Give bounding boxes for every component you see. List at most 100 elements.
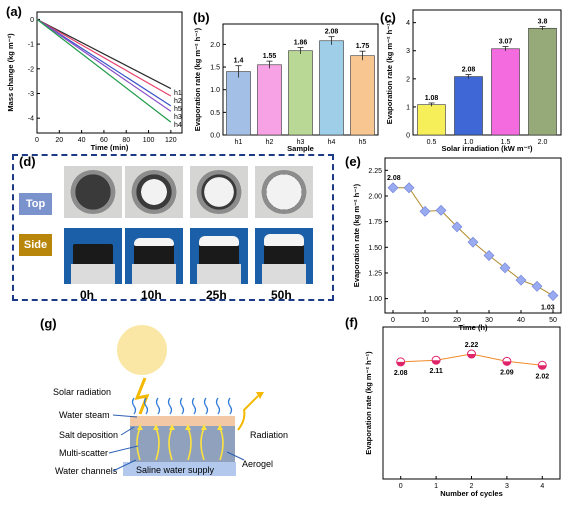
scatter-arrow: [200, 427, 205, 461]
a-axes-frame: [36, 11, 183, 134]
label-steam: Water steam: [59, 410, 110, 420]
label-solar: Solar radiation: [53, 387, 111, 397]
a-xtick-label: 60: [100, 137, 108, 144]
radiation-arrow-icon: [237, 395, 259, 431]
a-series-h1: [36, 18, 172, 90]
b-ytick-label: 1.5: [210, 65, 220, 72]
f-value-label: 2.09: [500, 369, 514, 376]
f-xtick-label: 1: [434, 483, 438, 490]
time-label-10h: 10h: [141, 288, 162, 302]
beaker-rim: [261, 170, 307, 214]
c-bar-0.5: [417, 104, 446, 136]
f-xtick-label: 2: [470, 483, 474, 490]
b-xtick-label: h4: [328, 139, 336, 146]
f-value-label: 2.08: [394, 370, 408, 377]
scatter-arrow: [168, 427, 173, 461]
a-series-h5: [36, 18, 172, 107]
e-point: [483, 250, 495, 261]
e-xtick-label: 0: [391, 317, 395, 324]
f-ylabel: Evaporation rate (kg m⁻² h⁻¹): [364, 351, 373, 455]
scatter-arrow: [136, 427, 141, 461]
steam-wisp-icon: [167, 397, 173, 415]
e-ytick-label: 2.25: [368, 168, 382, 175]
salt-crust: [264, 234, 304, 246]
b-ytick-label: 0.5: [210, 110, 220, 117]
scatter-arrow: [219, 427, 224, 461]
a-series-h2: [36, 18, 172, 97]
beaker: [262, 264, 306, 284]
e-ytick-label: 1.75: [368, 219, 382, 226]
label-aerogel: Aerogel: [242, 459, 273, 469]
b-value-label: 1.4: [234, 58, 244, 65]
c-value-label: 3.07: [499, 39, 513, 46]
f-point-fill: [432, 360, 441, 365]
a-xtick-label: 120: [165, 137, 177, 144]
a-series-h3: [36, 18, 172, 112]
b-value-label: 1.86: [294, 40, 308, 47]
e-xtick-label: 40: [517, 317, 525, 324]
scatter-arrows: [136, 424, 224, 461]
steam-wisp-icon: [179, 397, 185, 415]
b-value-label: 1.75: [356, 43, 370, 50]
a-xtick-label: 100: [143, 137, 155, 144]
c-value-label: 2.08: [462, 67, 476, 74]
beaker: [71, 264, 115, 284]
a-xlabel: Time (min): [91, 143, 129, 152]
f-value-label: 2.22: [465, 342, 479, 349]
b-ytick-label: 1.0: [210, 87, 220, 94]
beaker-rim: [70, 170, 116, 214]
b-bar-h4: [319, 40, 344, 136]
b-bar-h3: [288, 50, 313, 136]
steam-wisp-icon: [155, 397, 161, 415]
a-ytick-label: 0: [30, 17, 34, 24]
e-ylabel: Evaporation rate (kg m⁻² h⁻¹): [352, 183, 361, 287]
e-ytick-label: 1.00: [368, 296, 382, 303]
label-supply: Saline water supply: [136, 465, 215, 475]
b-ytick-label: 0.0: [210, 133, 220, 140]
e-xtick-label: 30: [485, 317, 493, 324]
a-ytick-label: -3: [28, 91, 34, 98]
scatter-arrowhead-icon: [185, 424, 191, 430]
c-value-label: 1.08: [425, 95, 439, 102]
a-series-h4: [36, 18, 172, 123]
a-series-label-h1: h1: [174, 90, 182, 97]
steam-wisp-icon: [227, 397, 233, 415]
b-xtick-label: h5: [359, 139, 367, 146]
label-channels: Water channels: [55, 466, 118, 476]
steam-wisp-icon: [191, 397, 197, 415]
e-ytick-label: 1.50: [368, 245, 382, 252]
a-xtick-label: 0: [35, 137, 39, 144]
photo-side-25h: [190, 228, 248, 284]
photo-top-25h: [190, 166, 248, 218]
c-ytick-label: 1: [406, 104, 410, 111]
e-xtick-label: 20: [453, 317, 461, 324]
panel-a-label: (a): [6, 4, 22, 19]
b-value-label: 1.55: [263, 53, 277, 60]
a-xtick-label: 20: [55, 137, 63, 144]
evaporator-schematic: Solar radiation Water steam Salt deposit…: [53, 325, 288, 476]
photo-side-50h: [255, 228, 313, 284]
b-value-label: 2.08: [325, 29, 339, 36]
e-annot-start: 2.08: [387, 175, 401, 182]
e-point: [531, 280, 543, 292]
panel-c-label: (c): [380, 10, 396, 25]
chart-e: 1.001.251.501.752.002.250 10 20 30 40 50Time …: [352, 157, 562, 332]
c-xlabel: Solar irradiation (kW m⁻²): [441, 144, 533, 153]
pointer-aerogel: [226, 451, 245, 461]
steam-wisps: [131, 397, 233, 415]
photo-side-0h: [64, 228, 122, 284]
panel-g-label: (g): [40, 316, 57, 331]
time-label-50h: 50h: [271, 288, 292, 302]
aerogel-sample: [199, 244, 239, 266]
pointer-salt: [120, 426, 135, 436]
c-bar-1.0: [454, 76, 483, 136]
a-series-label-h3: h3: [174, 114, 182, 121]
c-ylabel: Evaporation rate (kg m⁻² h⁻¹): [385, 20, 394, 124]
f-xtick-label: 4: [540, 483, 544, 490]
scatter-arrowhead-icon: [137, 424, 143, 430]
a-series-label-h2: h2: [174, 98, 182, 105]
chart-c: 0 1 2 3 4 1.08 0.5 2.08 1.0 3.07 1.5 3.8 2.0 Solar ir…: [385, 9, 562, 153]
e-xtick-label: 10: [421, 317, 429, 324]
a-ylabel: Mass change (kg m⁻²): [6, 33, 15, 112]
aerogel-block: [130, 424, 235, 462]
